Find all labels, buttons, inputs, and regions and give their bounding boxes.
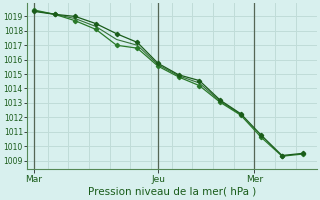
X-axis label: Pression niveau de la mer( hPa ): Pression niveau de la mer( hPa )	[88, 187, 256, 197]
